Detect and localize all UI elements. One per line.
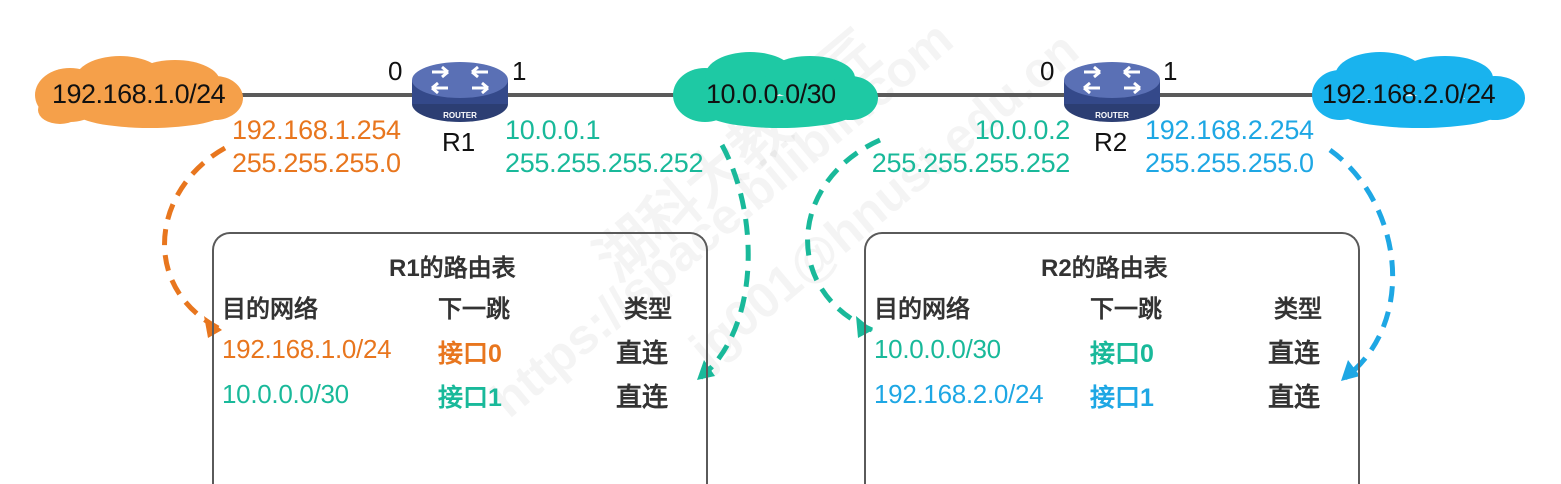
r2-table-title: R2的路由表 <box>1041 255 1168 282</box>
r2-header-hop: 下一跳 <box>1090 296 1162 323</box>
r2-row2-type: 直连 <box>1268 382 1321 412</box>
r2-if1-ip: 192.168.2.254 <box>1145 115 1314 145</box>
r1-if1-address: 10.0.0.1 255.255.255.252 <box>505 114 704 180</box>
cloud-middle <box>673 52 878 128</box>
r1-row1-dest: 192.168.1.0/24 <box>222 334 392 364</box>
r1-row1-type: 直连 <box>616 338 669 368</box>
arrowhead-blue <box>1341 360 1360 381</box>
topology-diagram: ROUTER ROUTER <box>35 52 1525 381</box>
r1-row1-hop: 接口0 <box>438 340 502 368</box>
r1-routing-table: R1的路由表 目的网络 下一跳 类型 192.168.1.0/24 接口0 直连… <box>212 232 708 484</box>
r1-row2-type: 直连 <box>616 382 669 412</box>
arrow-r1-if1-to-row2 <box>698 143 751 380</box>
arrow-r2-if1-to-row2 <box>1328 147 1396 380</box>
r2-if0-ip: 10.0.0.2 <box>974 115 1070 145</box>
r2-row1-type: 直连 <box>1268 338 1321 368</box>
router-r1-icon-text: ROUTER <box>443 111 477 120</box>
r2-if0-mask: 255.255.255.252 <box>871 148 1071 178</box>
r2-row2-hop: 接口1 <box>1090 384 1154 412</box>
r1-if0-mask: 255.255.255.0 <box>232 148 401 178</box>
router-r2-icon-text: ROUTER <box>1095 111 1129 120</box>
r1-name: R1 <box>442 127 476 157</box>
r1-if1-mask: 255.255.255.252 <box>505 148 704 178</box>
r2-row2-dest: 192.168.2.0/24 <box>874 379 1044 409</box>
r1-header-dest: 目的网络 <box>222 296 318 323</box>
r1-if0-ip: 192.168.1.254 <box>232 115 401 145</box>
cloud-left <box>35 56 243 128</box>
r1-header-hop: 下一跳 <box>438 296 510 323</box>
router-icon-r2: ROUTER <box>1064 62 1160 122</box>
r2-header-type: 类型 <box>1274 296 1322 323</box>
r2-port1-label: 1 <box>1163 56 1178 86</box>
r2-name: R2 <box>1094 127 1128 157</box>
router-icon-r1: ROUTER <box>412 62 508 122</box>
arrow-r1-if0-to-row1 <box>162 145 227 333</box>
r1-if1-ip: 10.0.0.1 <box>505 115 601 145</box>
arrow-r2-if0-to-row1 <box>805 137 882 333</box>
r1-table-title: R1的路由表 <box>389 255 516 282</box>
r2-header-dest: 目的网络 <box>874 296 970 323</box>
network-label-middle: 10.0.0.0/30 <box>706 79 836 109</box>
r2-routing-table: R2的路由表 目的网络 下一跳 类型 10.0.0.0/30 接口0 直连 19… <box>864 232 1360 484</box>
r2-if1-mask: 255.255.255.0 <box>1145 148 1314 178</box>
r2-if1-address: 192.168.2.254 255.255.255.0 <box>1145 114 1314 180</box>
r1-row2-hop: 接口1 <box>438 384 502 412</box>
network-label-left: 192.168.1.0/24 <box>52 79 226 109</box>
r1-header-type: 类型 <box>624 296 672 323</box>
r2-row1-hop: 接口0 <box>1090 340 1154 368</box>
r1-if0-address: 192.168.1.254 255.255.255.0 <box>232 114 401 180</box>
r2-if0-address: 10.0.0.2 255.255.255.252 <box>860 114 1071 180</box>
r1-row2-dest: 10.0.0.0/30 <box>222 379 349 409</box>
r2-row1-dest: 10.0.0.0/30 <box>874 334 1001 364</box>
r1-port0-label: 0 <box>388 56 403 86</box>
r1-port1-label: 1 <box>512 56 527 86</box>
r2-port0-label: 0 <box>1040 56 1055 86</box>
network-label-right: 192.168.2.0/24 <box>1322 79 1496 109</box>
cloud-right <box>1312 52 1525 128</box>
